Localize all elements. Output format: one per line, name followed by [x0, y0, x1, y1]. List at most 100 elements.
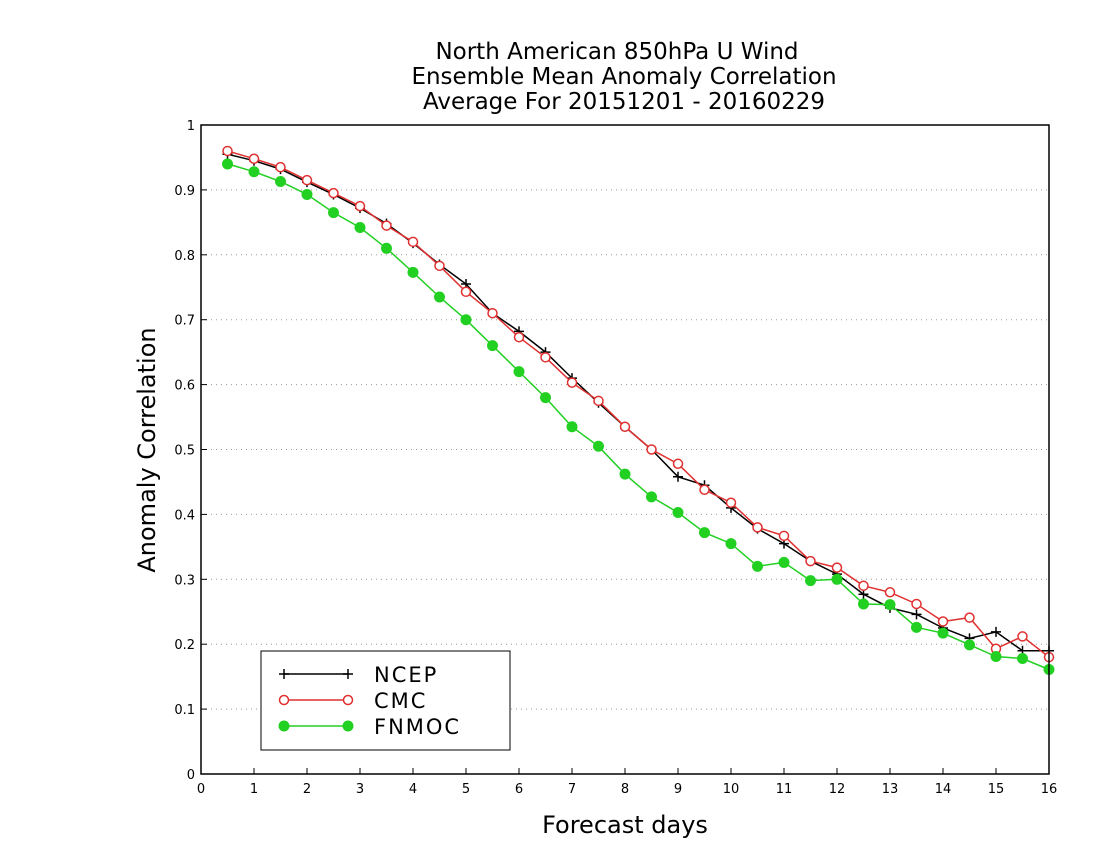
series-fnmoc — [222, 158, 1055, 676]
data-point-cmc — [248, 153, 260, 164]
data-point-cmc — [646, 444, 657, 455]
x-tick-label: 7 — [568, 782, 576, 797]
data-point-fnmoc — [566, 421, 578, 433]
data-point-cmc — [884, 587, 896, 598]
data-point-fnmoc — [513, 366, 525, 378]
data-point-cmc — [301, 174, 313, 186]
data-point-fnmoc — [937, 627, 949, 639]
y-tick-label: 1 — [187, 119, 195, 134]
data-point-fnmoc — [805, 575, 816, 587]
series-cmc — [222, 145, 1055, 663]
data-point-fnmoc — [434, 291, 445, 303]
data-point-fnmoc — [381, 242, 392, 254]
data-point-fnmoc — [301, 188, 313, 200]
data-point-cmc — [434, 260, 445, 272]
data-point-cmc — [328, 187, 339, 199]
legend-marker-fnmoc — [342, 720, 354, 732]
data-point-fnmoc — [487, 340, 498, 352]
x-tick-label: 8 — [621, 782, 629, 797]
legend-marker-ncep — [279, 669, 289, 679]
data-point-cmc — [566, 377, 578, 388]
data-point-cmc — [513, 331, 525, 343]
data-point-fnmoc — [884, 599, 896, 611]
y-tick-label: 0.3 — [174, 573, 195, 588]
x-tick-label: 2 — [303, 782, 311, 797]
series-layer — [222, 145, 1055, 676]
legend-entry-fnmoc: FNMOC — [278, 715, 461, 739]
legend-entry-ncep: NCEP — [279, 663, 438, 687]
x-tick-label: 6 — [515, 782, 523, 797]
y-tick-label: 0.8 — [174, 249, 195, 264]
legend-marker-ncep — [343, 669, 353, 679]
chart-title-line-1: North American 850hPa U Wind — [435, 39, 798, 65]
y-axis: 0 0.1 0.2 0.3 0.4 0.5 0.6 0.7 0.8 0.9 1 — [174, 119, 207, 783]
y-tick-label: 0.7 — [174, 314, 195, 329]
data-point-ncep — [673, 471, 683, 482]
data-point-fnmoc — [593, 440, 604, 452]
gridlines — [201, 189, 1049, 710]
data-point-fnmoc — [460, 314, 472, 326]
data-point-cmc — [725, 497, 737, 508]
data-point-cmc — [858, 580, 869, 592]
data-point-cmc — [964, 612, 975, 623]
x-tick-label: 16 — [1041, 782, 1058, 797]
data-point-fnmoc — [354, 222, 366, 234]
chart-title-line-3: Average For 20151201 - 20160229 — [423, 89, 825, 115]
x-tick-label: 1 — [250, 782, 258, 797]
legend-label-ncep: NCEP — [374, 663, 438, 687]
data-point-ncep — [911, 609, 922, 620]
x-tick-label: 3 — [356, 782, 364, 797]
x-axis-title: Forecast days — [542, 811, 708, 839]
data-point-cmc — [222, 145, 233, 157]
data-point-cmc — [381, 220, 392, 231]
legend-label-cmc: CMC — [374, 689, 427, 713]
y-tick-label: 0.9 — [174, 184, 195, 199]
legend-marker-cmc — [342, 694, 354, 706]
y-tick-label: 0.1 — [174, 703, 195, 718]
y-tick-label: 0 — [187, 768, 195, 783]
data-point-fnmoc — [725, 538, 737, 550]
data-point-cmc — [937, 616, 949, 627]
series-line-ncep — [227, 153, 1049, 652]
data-point-fnmoc — [619, 468, 631, 480]
x-axis: 0 1 2 3 4 5 6 7 8 9 10 11 12 13 14 15 16 — [197, 768, 1057, 797]
data-point-fnmoc — [1017, 652, 1028, 664]
y-tick-label: 0.2 — [174, 638, 195, 653]
x-tick-label: 9 — [674, 782, 682, 797]
x-tick-label: 0 — [197, 782, 205, 797]
data-point-cmc — [619, 421, 631, 433]
data-point-fnmoc — [540, 392, 551, 404]
x-tick-label: 11 — [776, 782, 793, 797]
data-point-cmc — [407, 236, 419, 248]
data-point-cmc — [487, 307, 498, 319]
y-tick-label: 0.6 — [174, 379, 195, 394]
data-point-cmc — [778, 530, 790, 542]
data-point-fnmoc — [699, 527, 710, 539]
data-point-cmc — [699, 484, 710, 495]
chart-title-line-2: Ensemble Mean Anomaly Correlation — [411, 64, 836, 90]
y-tick-label: 0.5 — [174, 444, 195, 459]
x-tick-label: 4 — [409, 782, 417, 797]
data-point-fnmoc — [672, 506, 684, 518]
data-point-fnmoc — [831, 573, 843, 585]
data-point-cmc — [752, 522, 763, 533]
y-axis-title: Anomaly Correlation — [133, 327, 161, 572]
data-point-fnmoc — [248, 166, 260, 178]
data-point-cmc — [831, 562, 843, 573]
data-point-fnmoc — [858, 598, 869, 610]
data-point-ncep — [991, 626, 1001, 637]
data-point-fnmoc — [752, 560, 763, 572]
data-point-cmc — [460, 286, 472, 298]
x-tick-label: 10 — [723, 782, 740, 797]
legend-label-fnmoc: FNMOC — [374, 715, 461, 739]
data-point-cmc — [275, 161, 286, 173]
data-point-fnmoc — [275, 175, 286, 187]
data-point-cmc — [354, 200, 366, 212]
data-point-fnmoc — [222, 158, 233, 170]
data-point-cmc — [593, 395, 604, 407]
series-line-fnmoc — [227, 163, 1050, 671]
data-point-fnmoc — [407, 266, 419, 278]
data-point-fnmoc — [646, 491, 657, 503]
data-point-fnmoc — [911, 621, 922, 633]
